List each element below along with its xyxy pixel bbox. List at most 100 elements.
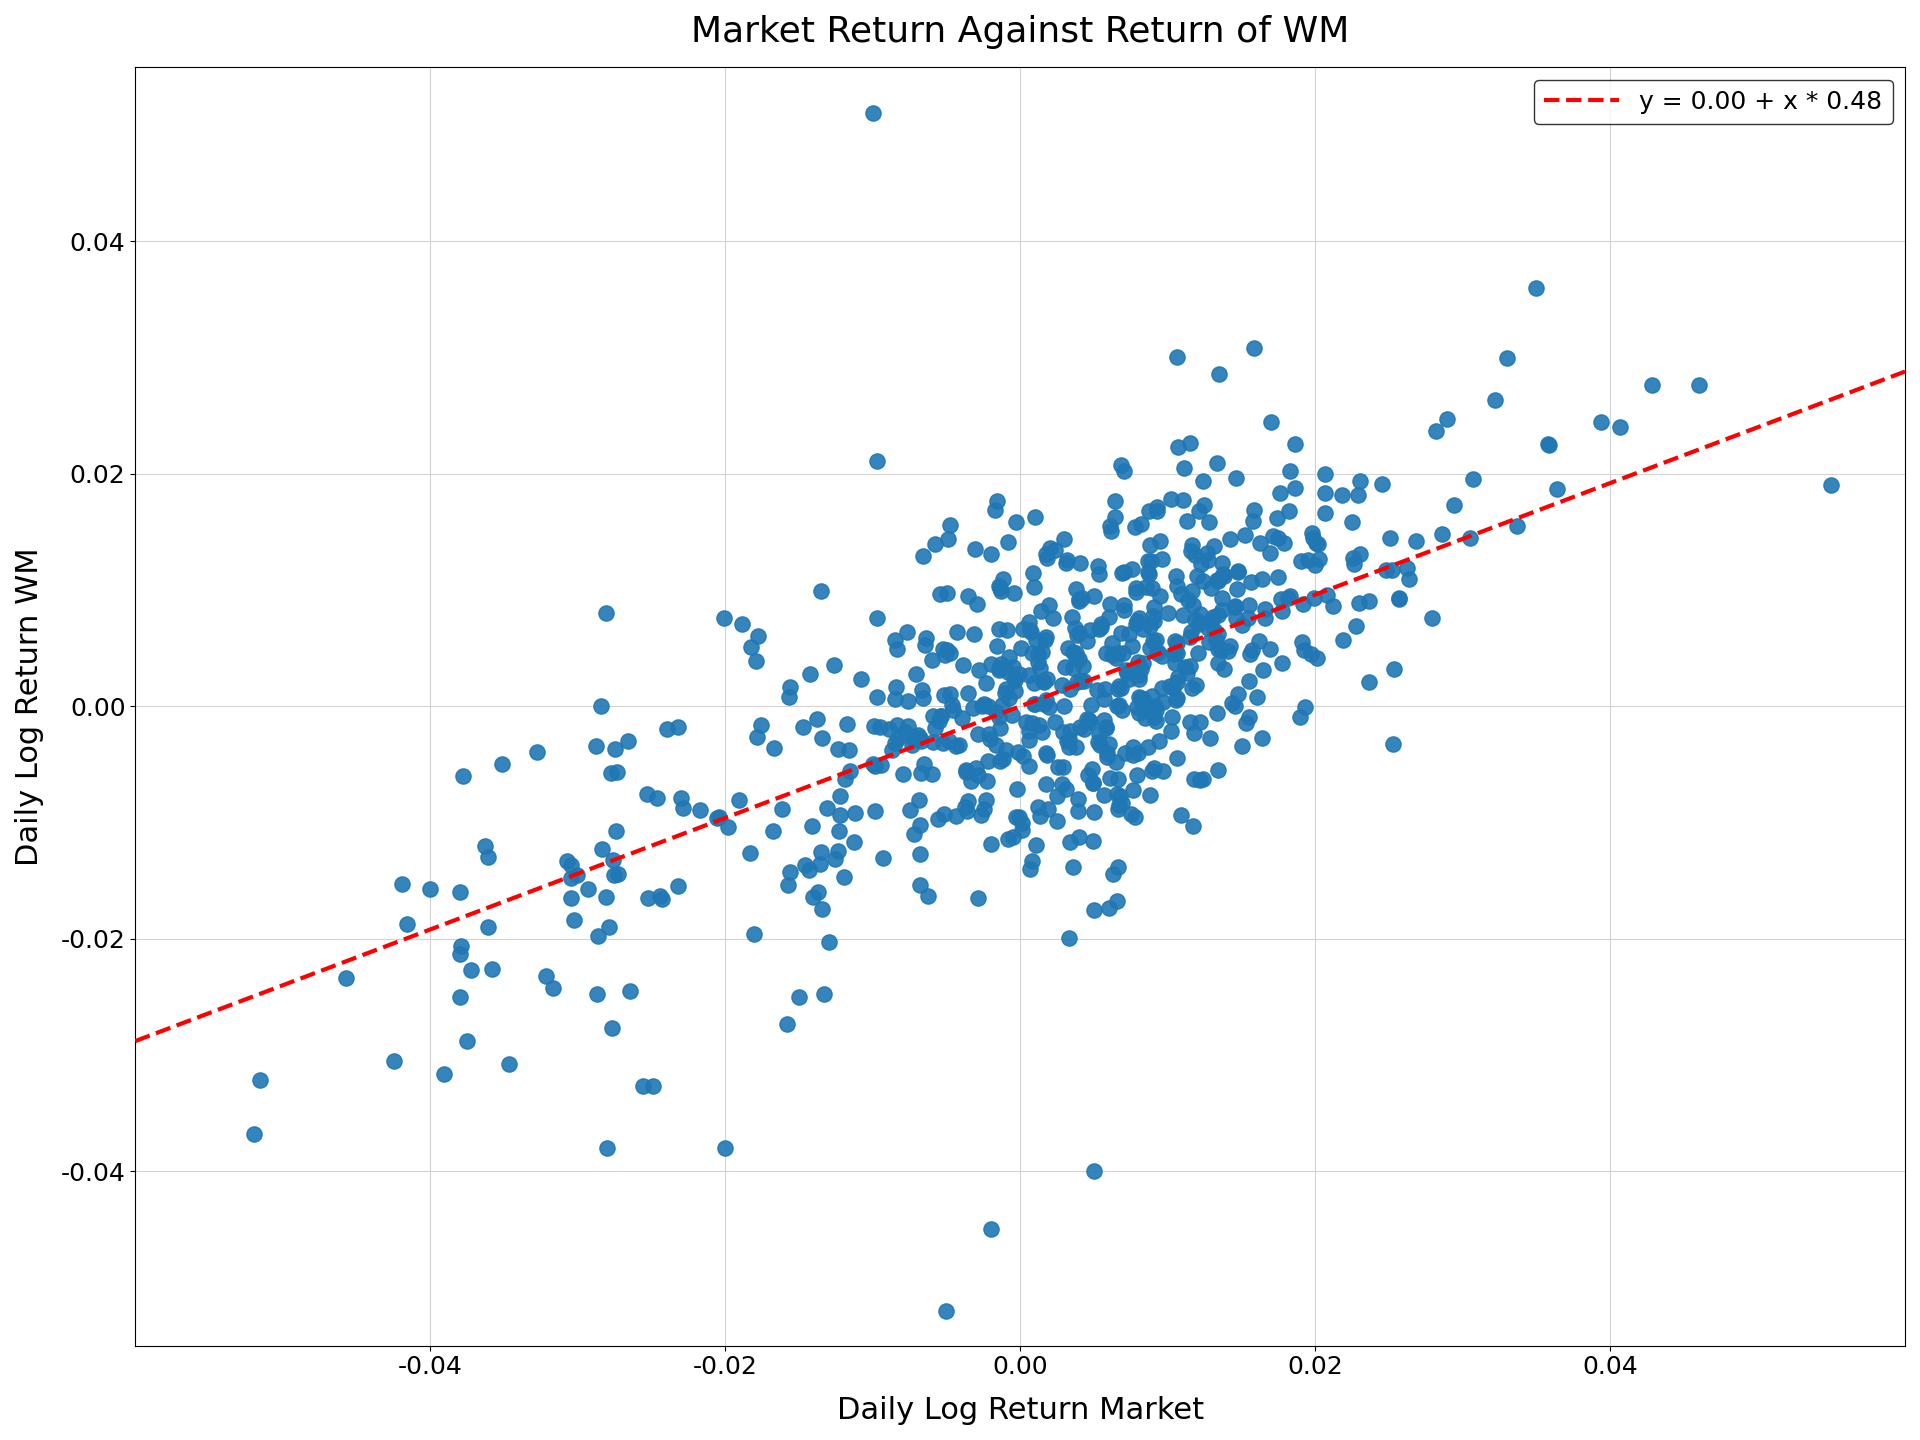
Point bbox=[804, 852, 835, 876]
Point bbox=[1177, 815, 1208, 838]
Point bbox=[983, 575, 1014, 598]
Point bbox=[1089, 783, 1119, 806]
Point bbox=[1123, 651, 1154, 674]
Point bbox=[952, 789, 983, 812]
Point bbox=[739, 923, 770, 946]
Point bbox=[1121, 580, 1152, 603]
Point bbox=[1227, 734, 1258, 757]
Point bbox=[1146, 677, 1177, 700]
Point bbox=[893, 714, 924, 737]
Point bbox=[1104, 785, 1135, 808]
Point bbox=[1123, 685, 1154, 708]
Point bbox=[1188, 570, 1219, 593]
Point bbox=[1066, 670, 1096, 693]
Point bbox=[935, 513, 966, 536]
Point bbox=[1016, 857, 1046, 880]
Point bbox=[950, 760, 981, 783]
Point bbox=[1340, 613, 1371, 636]
Point bbox=[881, 638, 912, 661]
Point bbox=[1144, 530, 1175, 553]
Point bbox=[899, 727, 929, 750]
Point bbox=[1534, 433, 1565, 456]
Point bbox=[1006, 818, 1037, 841]
Point bbox=[1119, 805, 1150, 828]
Point bbox=[1102, 890, 1133, 913]
Point bbox=[975, 832, 1006, 855]
Point bbox=[1127, 618, 1158, 641]
Point bbox=[1202, 569, 1233, 592]
Point bbox=[1031, 541, 1062, 564]
Point bbox=[900, 662, 931, 685]
Point bbox=[1392, 557, 1423, 580]
Point bbox=[941, 621, 972, 644]
Point bbox=[1023, 651, 1054, 674]
Point bbox=[1327, 484, 1357, 507]
Point bbox=[983, 706, 1014, 729]
Point bbox=[1215, 635, 1246, 658]
Point bbox=[532, 965, 563, 988]
Point bbox=[1094, 766, 1125, 789]
Point bbox=[1033, 796, 1064, 819]
Point bbox=[1085, 612, 1116, 635]
Point bbox=[1202, 638, 1233, 661]
Point bbox=[1304, 533, 1334, 556]
Point bbox=[1023, 714, 1054, 737]
Point bbox=[574, 878, 605, 901]
Point bbox=[950, 759, 981, 782]
Point bbox=[1344, 469, 1375, 492]
Point bbox=[1317, 595, 1348, 618]
Point bbox=[1077, 772, 1108, 795]
Point bbox=[998, 825, 1029, 848]
Point bbox=[991, 739, 1021, 762]
Point bbox=[1104, 674, 1135, 697]
Point bbox=[1123, 606, 1154, 629]
Point bbox=[1027, 670, 1058, 693]
Point bbox=[1029, 671, 1060, 694]
Point bbox=[973, 694, 1004, 717]
Point bbox=[1108, 642, 1139, 665]
Point bbox=[1064, 716, 1094, 739]
Point bbox=[887, 762, 918, 785]
Point bbox=[1144, 730, 1175, 753]
Point bbox=[595, 762, 626, 785]
Point bbox=[987, 694, 1018, 717]
Point bbox=[973, 749, 1004, 772]
Point bbox=[797, 815, 828, 838]
Point bbox=[797, 886, 828, 909]
Point bbox=[666, 786, 697, 809]
Point bbox=[904, 814, 935, 837]
Point bbox=[845, 668, 876, 691]
Point bbox=[1027, 641, 1058, 664]
Point bbox=[1121, 609, 1152, 632]
Point bbox=[1379, 733, 1409, 756]
Point bbox=[1064, 648, 1094, 671]
Point bbox=[1046, 756, 1077, 779]
Point bbox=[983, 657, 1014, 680]
Point bbox=[1235, 570, 1265, 593]
Point bbox=[1064, 588, 1094, 611]
Point bbox=[758, 737, 789, 760]
Point bbox=[584, 924, 614, 948]
Point bbox=[1223, 560, 1254, 583]
Point bbox=[1208, 563, 1238, 586]
Point bbox=[645, 884, 676, 907]
Point bbox=[1281, 432, 1311, 455]
Point bbox=[1125, 687, 1156, 710]
Point bbox=[1417, 606, 1448, 629]
Legend: y = 0.00 + x * 0.48: y = 0.00 + x * 0.48 bbox=[1534, 79, 1893, 124]
Point bbox=[935, 683, 966, 706]
Point bbox=[1054, 736, 1085, 759]
Point bbox=[1083, 563, 1114, 586]
Point bbox=[1021, 834, 1052, 857]
Point bbox=[1062, 671, 1092, 694]
Point bbox=[1016, 621, 1046, 644]
Point bbox=[1052, 549, 1083, 572]
Point bbox=[614, 979, 645, 1002]
Point bbox=[1202, 603, 1233, 626]
Point bbox=[1421, 420, 1452, 444]
Point bbox=[1114, 622, 1144, 645]
Point bbox=[1501, 514, 1532, 537]
Point bbox=[1087, 615, 1117, 638]
Point bbox=[493, 1053, 524, 1076]
Point bbox=[1196, 609, 1227, 632]
